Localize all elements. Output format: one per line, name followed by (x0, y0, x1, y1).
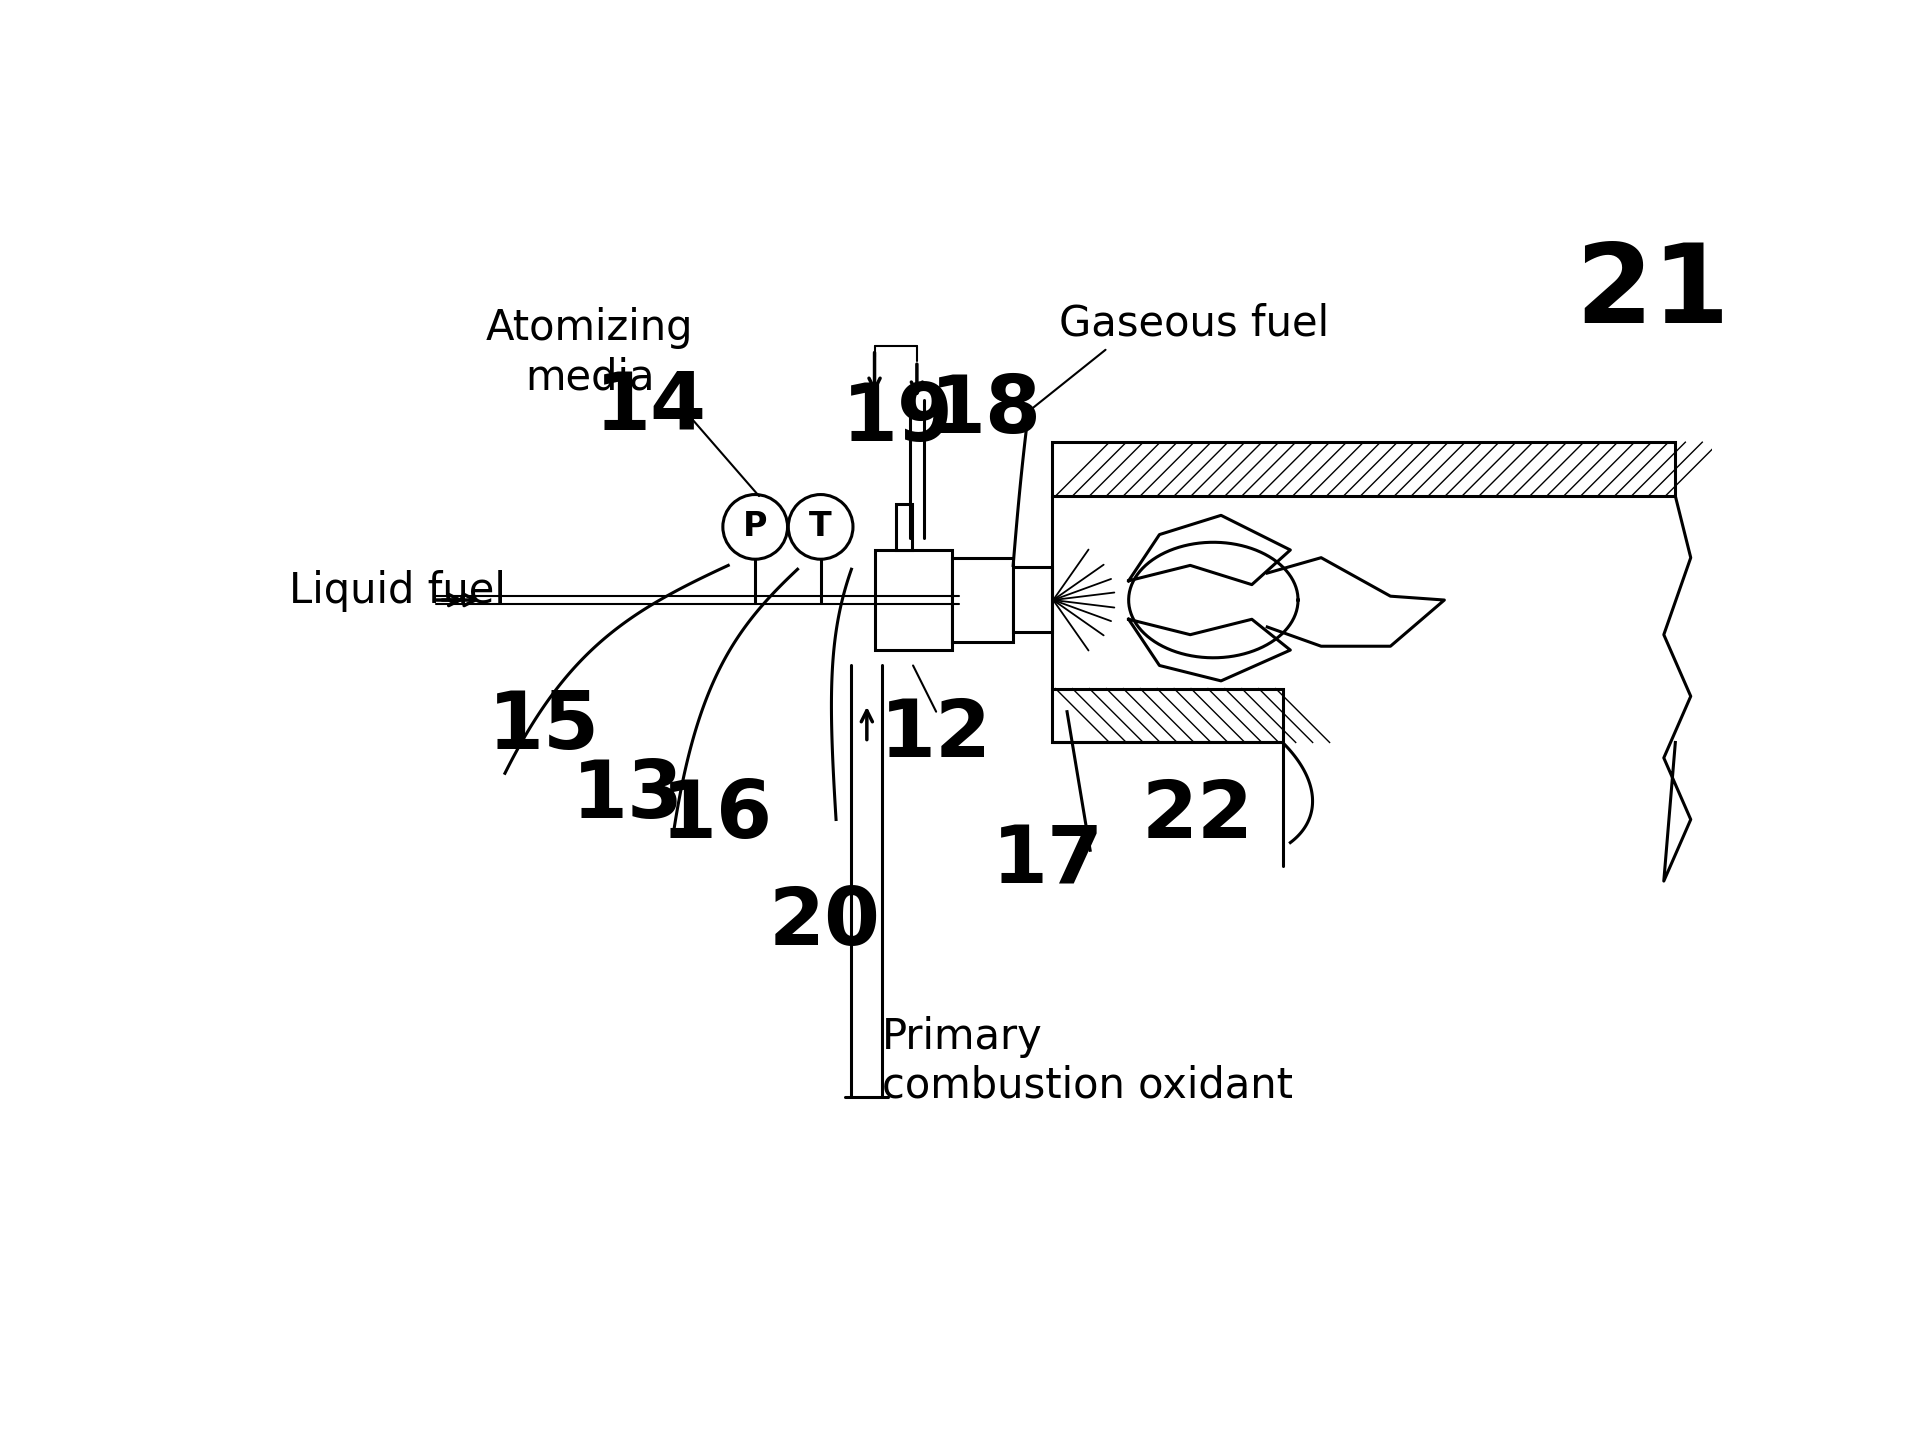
Bar (1013, 567, 1051, 632)
Text: 22: 22 (1142, 777, 1255, 855)
Text: P: P (744, 511, 767, 544)
Text: Atomizing
media: Atomizing media (486, 308, 694, 399)
Text: Liquid fuel: Liquid fuel (290, 570, 505, 612)
Text: 20: 20 (769, 885, 881, 963)
Text: 17: 17 (992, 823, 1104, 901)
Text: 15: 15 (488, 688, 599, 766)
Text: 21: 21 (1575, 239, 1730, 345)
Text: 18: 18 (931, 373, 1043, 450)
Bar (875, 550, 952, 650)
Text: 16: 16 (660, 777, 772, 855)
Circle shape (723, 495, 788, 560)
Text: 19: 19 (841, 380, 954, 458)
Text: T: T (809, 511, 831, 544)
Bar (896, 504, 912, 550)
Text: 13: 13 (572, 757, 685, 836)
Bar (952, 558, 1013, 642)
Circle shape (788, 495, 852, 560)
Text: Gaseous fuel: Gaseous fuel (1060, 302, 1329, 344)
Bar (1051, 689, 1283, 743)
Bar (1051, 442, 1676, 496)
Text: 12: 12 (881, 696, 992, 774)
Text: Primary
combustion oxidant: Primary combustion oxidant (883, 1016, 1293, 1107)
Text: 14: 14 (595, 368, 707, 446)
